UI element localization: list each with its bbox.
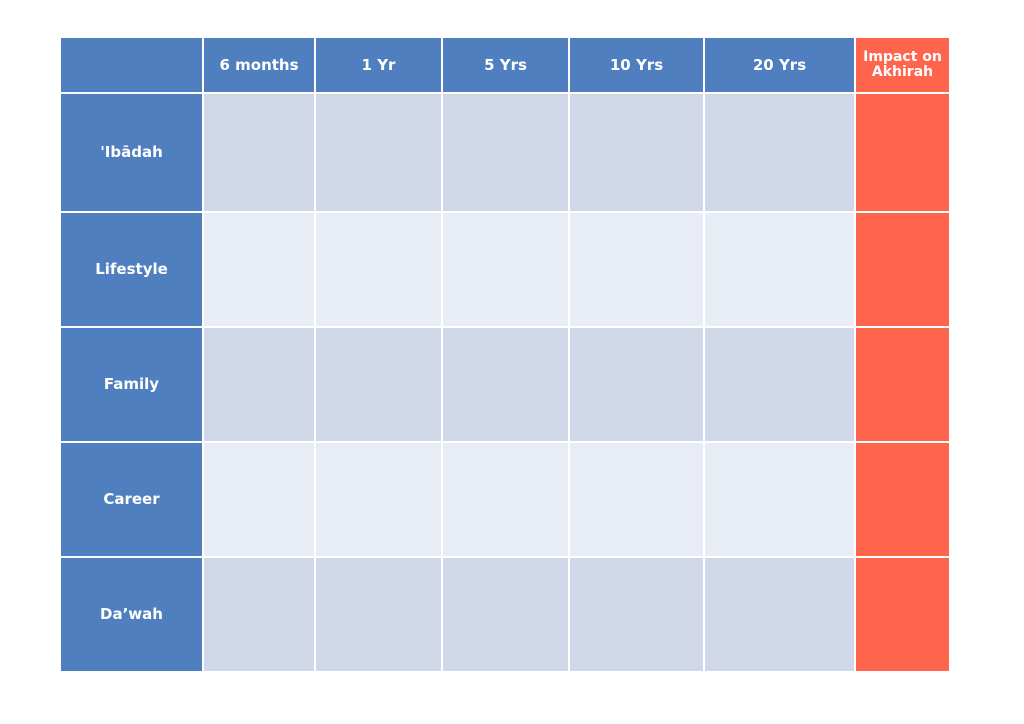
column-header-5-yrs: 5 Yrs (443, 38, 568, 92)
row-label-lifestyle: Lifestyle (61, 213, 202, 326)
table-cell[interactable] (705, 213, 854, 326)
row-label-family: Family (61, 328, 202, 441)
table-cell[interactable] (570, 213, 703, 326)
table-cell[interactable] (316, 213, 441, 326)
column-header-impact-on-akhirah: Impact on Akhirah (856, 38, 949, 92)
planning-table: 6 months 1 Yr 5 Yrs 10 Yrs 20 Yrs Impact… (61, 38, 949, 671)
header-corner-cell (61, 38, 202, 92)
table-cell[interactable] (204, 94, 314, 211)
table-cell[interactable] (204, 328, 314, 441)
table-cell[interactable] (316, 558, 441, 671)
column-header-20-yrs: 20 Yrs (705, 38, 854, 92)
impact-cell[interactable] (856, 443, 949, 556)
table-cell[interactable] (443, 328, 568, 441)
table-cell[interactable] (316, 94, 441, 211)
table-cell[interactable] (443, 558, 568, 671)
table-cell[interactable] (705, 558, 854, 671)
table-cell[interactable] (443, 94, 568, 211)
table-cell[interactable] (570, 328, 703, 441)
table-cell[interactable] (443, 213, 568, 326)
impact-header-line-1: Impact on (863, 48, 942, 65)
table-cell[interactable] (316, 443, 441, 556)
table-cell[interactable] (705, 94, 854, 211)
column-header-6-months: 6 months (204, 38, 314, 92)
row-label-ibadah: 'Ibādah (61, 94, 202, 211)
table-cell[interactable] (204, 443, 314, 556)
table-cell[interactable] (705, 328, 854, 441)
column-header-1-yr: 1 Yr (316, 38, 441, 92)
table-cell[interactable] (570, 94, 703, 211)
table-cell[interactable] (705, 443, 854, 556)
row-label-career: Career (61, 443, 202, 556)
impact-cell[interactable] (856, 213, 949, 326)
table-cell[interactable] (570, 443, 703, 556)
impact-cell[interactable] (856, 558, 949, 671)
impact-cell[interactable] (856, 94, 949, 211)
table-cell[interactable] (570, 558, 703, 671)
impact-header-line-2: Akhirah (871, 64, 934, 80)
row-label-dawah: Da’wah (61, 558, 202, 671)
column-header-10-yrs: 10 Yrs (570, 38, 703, 92)
table-cell[interactable] (204, 558, 314, 671)
impact-cell[interactable] (856, 328, 949, 441)
table-cell[interactable] (443, 443, 568, 556)
table-cell[interactable] (316, 328, 441, 441)
table-cell[interactable] (204, 213, 314, 326)
